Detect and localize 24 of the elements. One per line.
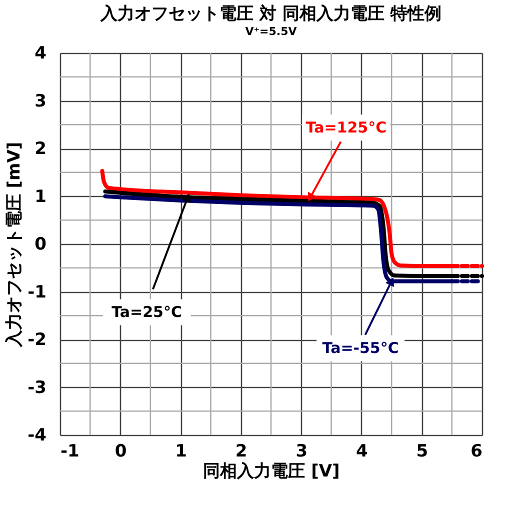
x-tick-label: -1 xyxy=(60,442,80,462)
x-tick-label: 0 xyxy=(114,442,127,462)
x-tick-label: 4 xyxy=(356,442,368,462)
y-axis-title: 入力オフセット電圧 [mV] xyxy=(4,142,25,348)
x-tick-label: 5 xyxy=(416,442,428,462)
y-tick-label: 0 xyxy=(34,234,47,254)
x-tick-label: 6 xyxy=(470,442,482,462)
annotation: Ta=-55°C xyxy=(322,339,399,358)
annotation: Ta=25°C xyxy=(112,303,182,322)
y-tick-label: 1 xyxy=(34,186,46,207)
y-tick-label: 4 xyxy=(34,44,47,64)
y-tick-label: 2 xyxy=(34,139,46,159)
x-axis-title: 同相入力電圧 [V] xyxy=(203,462,340,482)
x-tick-label: 2 xyxy=(235,442,248,462)
y-tick-label: -1 xyxy=(28,282,46,302)
chart-title: 入力オフセット電圧 対 同相入力電圧 特性例 xyxy=(100,4,442,24)
y-tick-label: -3 xyxy=(28,378,46,398)
x-tick-label: 1 xyxy=(175,442,187,462)
annotation: Ta=125°C xyxy=(306,118,387,137)
x-tick-label: 3 xyxy=(296,442,308,462)
y-tick-label: -2 xyxy=(28,330,46,350)
y-tick-label: -4 xyxy=(28,426,47,446)
chart-subtitle: V⁺=5.5V xyxy=(245,25,298,38)
y-tick-label: 3 xyxy=(34,91,46,112)
